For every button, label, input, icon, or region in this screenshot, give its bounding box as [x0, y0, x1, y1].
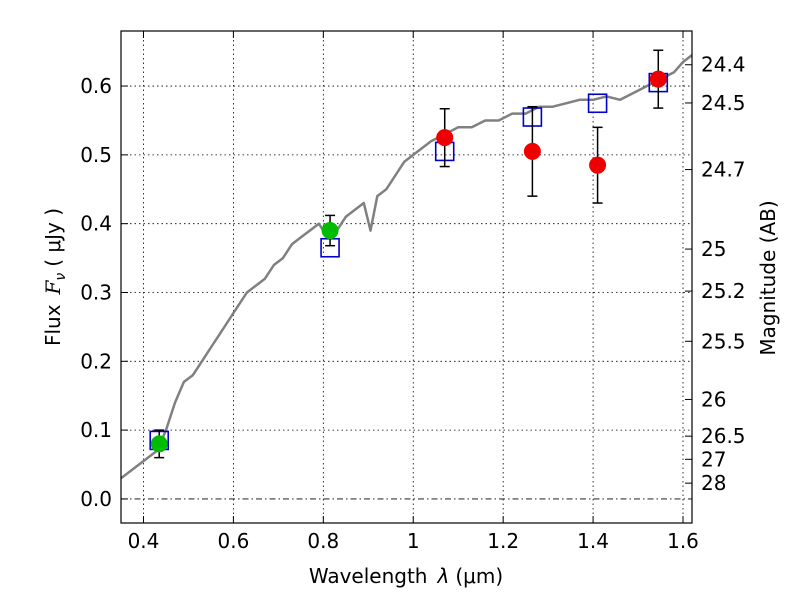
y-axis-label-subscript: ν	[53, 273, 69, 281]
x-axis-label-symbol: λ	[437, 564, 450, 588]
x-tick-label: 0.8	[307, 529, 339, 553]
observed-flux-point	[436, 129, 454, 147]
y-axis-label: Flux Fν ( μJy )	[41, 208, 69, 346]
grid-layer	[121, 31, 692, 523]
observed-flux-point	[589, 156, 607, 174]
observed-flux-point	[523, 142, 541, 160]
mag-tick-label: 24.7	[701, 158, 746, 182]
mag-tick-label: 25.5	[701, 329, 746, 353]
x-tick-label: 1.6	[667, 529, 699, 553]
y-axis-label-unit: ( μJy )	[41, 208, 65, 267]
mag-tick-label: 25.2	[701, 279, 746, 303]
y-tick-label: 0.5	[80, 143, 112, 167]
y-tick-label: 0.2	[80, 349, 112, 373]
mag-tick-label: 26	[701, 387, 726, 411]
mag-tick-label: 24.4	[701, 53, 746, 77]
x-tick-label: 1	[407, 529, 420, 553]
x-tick-label: 0.4	[128, 529, 160, 553]
mag-tick-label: 25	[701, 237, 726, 261]
x-axis-label-unit: (μm)	[455, 564, 503, 588]
tick-layer: 0.4 0.6 0.8 1 1.2 1.4 1.6 0.0 0.1 0.2 0.3 0.4 0.5 0.6…	[80, 31, 746, 553]
mag-tick-label: 27	[701, 447, 726, 471]
y-tick-label: 0.1	[80, 418, 112, 442]
observed-flux-point	[649, 70, 667, 88]
x-axis-label-text: Wavelength	[309, 564, 428, 588]
mag-tick-label: 28	[701, 471, 726, 495]
model-flux-square	[587, 93, 608, 114]
x-tick-label: 1.4	[577, 529, 609, 553]
mag-tick-label: 24.5	[701, 91, 746, 115]
observed-flux-point	[321, 222, 339, 240]
model-spectrum-line	[120, 54, 693, 480]
y-tick-label: 0.4	[80, 212, 112, 236]
y2-axis-label: Magnitude (AB)	[756, 200, 780, 355]
data-layer	[120, 49, 693, 480]
y-axis-label-symbol: F	[41, 279, 65, 295]
mag-tick-label: 26.5	[701, 424, 746, 448]
x-axis-label: Wavelength λ (μm)	[309, 564, 503, 588]
y-tick-label: 0.3	[80, 280, 112, 304]
observed-flux-point	[150, 435, 168, 453]
x-tick-label: 0.6	[217, 529, 249, 553]
y-axis-label-text: Flux	[41, 304, 65, 346]
plot-frame	[120, 30, 693, 524]
x-tick-label: 1.2	[487, 529, 519, 553]
y-tick-label: 0.6	[80, 74, 112, 98]
y-tick-label: 0.0	[80, 487, 112, 511]
